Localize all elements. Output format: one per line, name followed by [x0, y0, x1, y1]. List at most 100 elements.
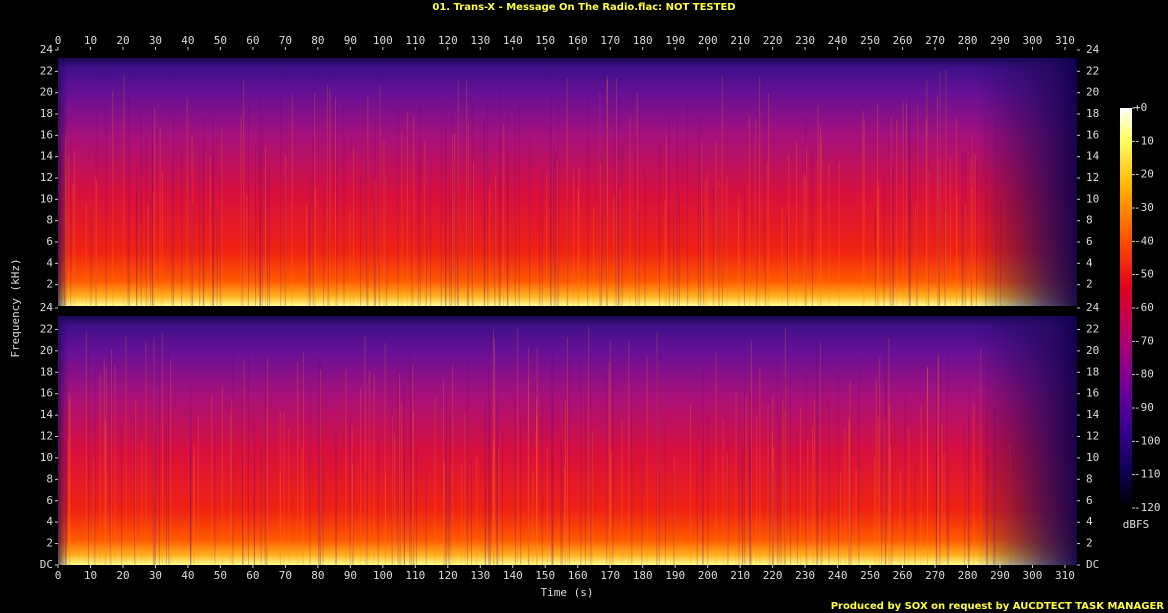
x-axis-label: Time (s)	[541, 586, 594, 599]
x-tick-label: 310	[1055, 34, 1075, 47]
y-tick-label: 12	[40, 171, 53, 184]
y-tick-label: 18	[1086, 107, 1099, 120]
y-tick-label: 24	[1086, 301, 1100, 314]
x-tick-label: 190	[665, 569, 685, 582]
y-tick-label: 16	[1086, 387, 1099, 400]
y-tick-label: 6	[1086, 235, 1093, 248]
x-tick-label: 240	[828, 34, 848, 47]
y-tick-label: 18	[40, 365, 53, 378]
x-tick-label: 140	[503, 569, 523, 582]
x-tick-label: 120	[438, 569, 458, 582]
x-tick-label: 170	[600, 569, 620, 582]
y-tick-label: 8	[1086, 472, 1093, 485]
y-tick-label: 8	[1086, 214, 1093, 227]
colorbar	[1120, 108, 1132, 508]
x-tick-label: 150	[535, 34, 555, 47]
x-tick-label: 130	[470, 569, 490, 582]
y-tick-label: 10	[40, 451, 53, 464]
colorbar-tick-label: -50	[1134, 268, 1154, 281]
x-tick-label: 100	[373, 569, 393, 582]
x-tick-label: 180	[633, 569, 653, 582]
footer: Produced by SOX on request by AUCDTECT T…	[831, 601, 1165, 612]
x-tick-label: 300	[1023, 34, 1043, 47]
colorbar-tick-label: -70	[1134, 334, 1154, 347]
y-tick-label: 24	[40, 43, 54, 56]
spectrogram-fade	[58, 316, 1077, 565]
y-tick-label: 2	[46, 278, 53, 291]
y-tick-label: 12	[1086, 171, 1099, 184]
colorbar-tick-label: -100	[1134, 434, 1161, 447]
colorbar-tick-label: +0	[1134, 101, 1147, 114]
y-tick-label: 4	[1086, 256, 1093, 269]
spectrogram-fade	[58, 58, 1077, 306]
y-tick-label: 22	[40, 64, 53, 77]
x-tick-label: 160	[568, 569, 588, 582]
y-tick-label: 10	[40, 192, 53, 205]
colorbar-tick-label: -90	[1134, 401, 1154, 414]
y-tick-label: 14	[40, 150, 54, 163]
y-tick-label: 12	[1086, 430, 1099, 443]
x-tick-label: 130	[470, 34, 490, 47]
y-tick-label: 8	[46, 214, 53, 227]
x-tick-label: 190	[665, 34, 685, 47]
y-tick-label: 24	[40, 301, 54, 314]
y-tick-label: 6	[46, 494, 53, 507]
y-tick-label: 8	[46, 472, 53, 485]
x-tick-label: 20	[116, 569, 129, 582]
x-tick-label: 110	[405, 34, 425, 47]
colorbar-tick-label: -110	[1134, 468, 1161, 481]
x-tick-label: 300	[1023, 569, 1043, 582]
x-tick-label: 200	[698, 569, 718, 582]
y-tick-label: 12	[40, 430, 53, 443]
y-tick-label: 24	[1086, 43, 1100, 56]
x-tick-label: 170	[600, 34, 620, 47]
x-tick-label: 270	[925, 569, 945, 582]
x-tick-label: 110	[405, 569, 425, 582]
x-tick-label: 70	[279, 34, 292, 47]
y-tick-label: 20	[1086, 86, 1099, 99]
x-tick-label: 310	[1055, 569, 1075, 582]
x-tick-label: 150	[535, 569, 555, 582]
x-tick-label: 120	[438, 34, 458, 47]
x-tick-label: 50	[214, 569, 227, 582]
x-tick-label: 200	[698, 34, 718, 47]
x-tick-label: 100	[373, 34, 393, 47]
y-tick-label: 6	[1086, 494, 1093, 507]
x-tick-label: 160	[568, 34, 588, 47]
y-tick-label: 4	[1086, 515, 1093, 528]
y-tick-label: 2	[1086, 537, 1093, 550]
y-tick-label: DC	[1086, 558, 1099, 571]
y-tick-label: 14	[1086, 150, 1100, 163]
x-tick-label: 210	[730, 34, 750, 47]
y-tick-label: 18	[1086, 365, 1099, 378]
x-tick-label: 260	[893, 34, 913, 47]
x-tick-label: 280	[958, 569, 978, 582]
y-tick-label: 22	[1086, 322, 1099, 335]
y-tick-label: 10	[1086, 451, 1099, 464]
x-tick-label: 290	[990, 34, 1010, 47]
x-tick-label: 230	[795, 34, 815, 47]
x-tick-label: 240	[828, 569, 848, 582]
y-tick-label: 20	[40, 86, 53, 99]
colorbar-tick-label: -60	[1134, 301, 1154, 314]
colorbar-tick-label: -20	[1134, 168, 1154, 181]
y-tick-label: 2	[46, 537, 53, 550]
y-tick-label: 14	[40, 408, 54, 421]
x-tick-label: 70	[279, 569, 292, 582]
x-tick-label: 60	[246, 34, 259, 47]
y-tick-label: 22	[1086, 64, 1099, 77]
x-tick-label: 280	[958, 34, 978, 47]
x-tick-label: 10	[84, 569, 97, 582]
y-tick-label: 16	[1086, 128, 1099, 141]
x-tick-label: 50	[214, 34, 227, 47]
y-tick-label: 14	[1086, 408, 1100, 421]
x-tick-label: 90	[344, 569, 357, 582]
y-tick-label: 2	[1086, 278, 1093, 291]
colorbar-tick-label: -40	[1134, 234, 1154, 247]
x-tick-label: 80	[311, 34, 324, 47]
x-tick-label: 90	[344, 34, 357, 47]
y-tick-label: 16	[40, 128, 53, 141]
x-tick-label: 250	[860, 34, 880, 47]
x-tick-label: 10	[84, 34, 97, 47]
colorbar-tick-label: -30	[1134, 201, 1154, 214]
